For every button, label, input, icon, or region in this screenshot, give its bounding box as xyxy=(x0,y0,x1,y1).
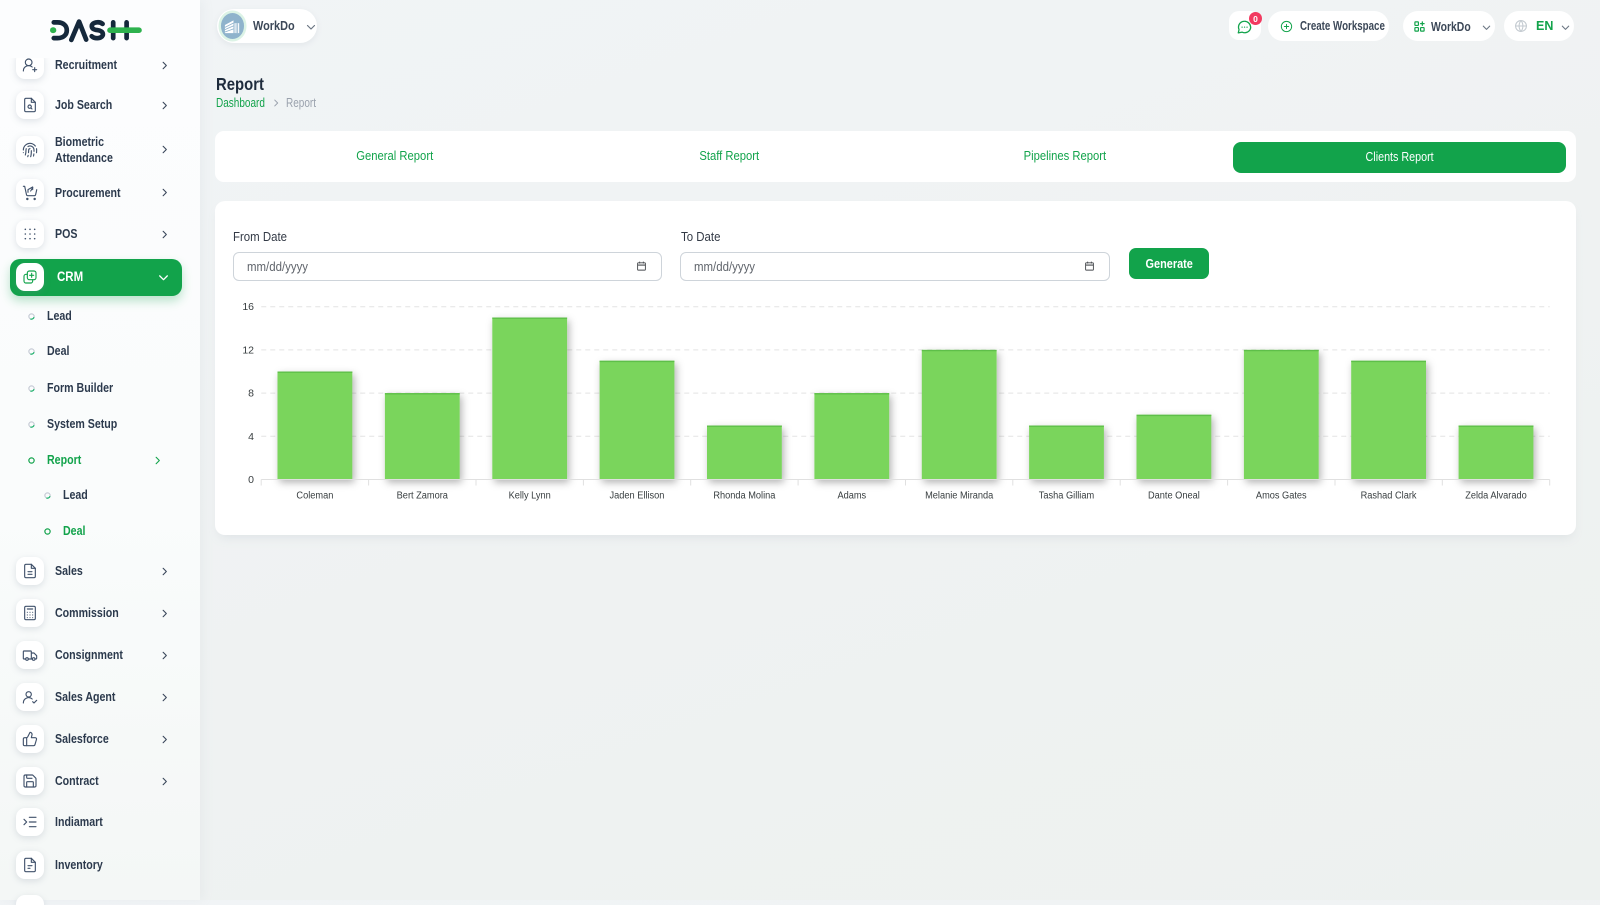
svg-text:Kelly Lynn: Kelly Lynn xyxy=(509,490,551,502)
svg-text:8: 8 xyxy=(248,388,254,400)
svg-text:Coleman: Coleman xyxy=(296,490,333,502)
svg-text:Zelda Alvarado: Zelda Alvarado xyxy=(1465,490,1527,502)
svg-text:Rashad Clark: Rashad Clark xyxy=(1361,490,1417,502)
svg-text:Amos Gates: Amos Gates xyxy=(1256,490,1307,502)
svg-text:Tasha Gilliam: Tasha Gilliam xyxy=(1039,490,1094,502)
svg-text:Adams: Adams xyxy=(837,490,866,502)
svg-text:16: 16 xyxy=(242,301,254,313)
svg-text:Dante Oneal: Dante Oneal xyxy=(1148,490,1200,502)
svg-text:0: 0 xyxy=(248,474,254,486)
svg-text:4: 4 xyxy=(248,431,254,443)
svg-text:Bert Zamora: Bert Zamora xyxy=(397,490,449,502)
svg-text:Melanie Miranda: Melanie Miranda xyxy=(925,490,994,502)
svg-text:Jaden Ellison: Jaden Ellison xyxy=(610,490,665,502)
svg-text:Rhonda Molina: Rhonda Molina xyxy=(713,490,776,502)
svg-text:12: 12 xyxy=(242,344,254,356)
